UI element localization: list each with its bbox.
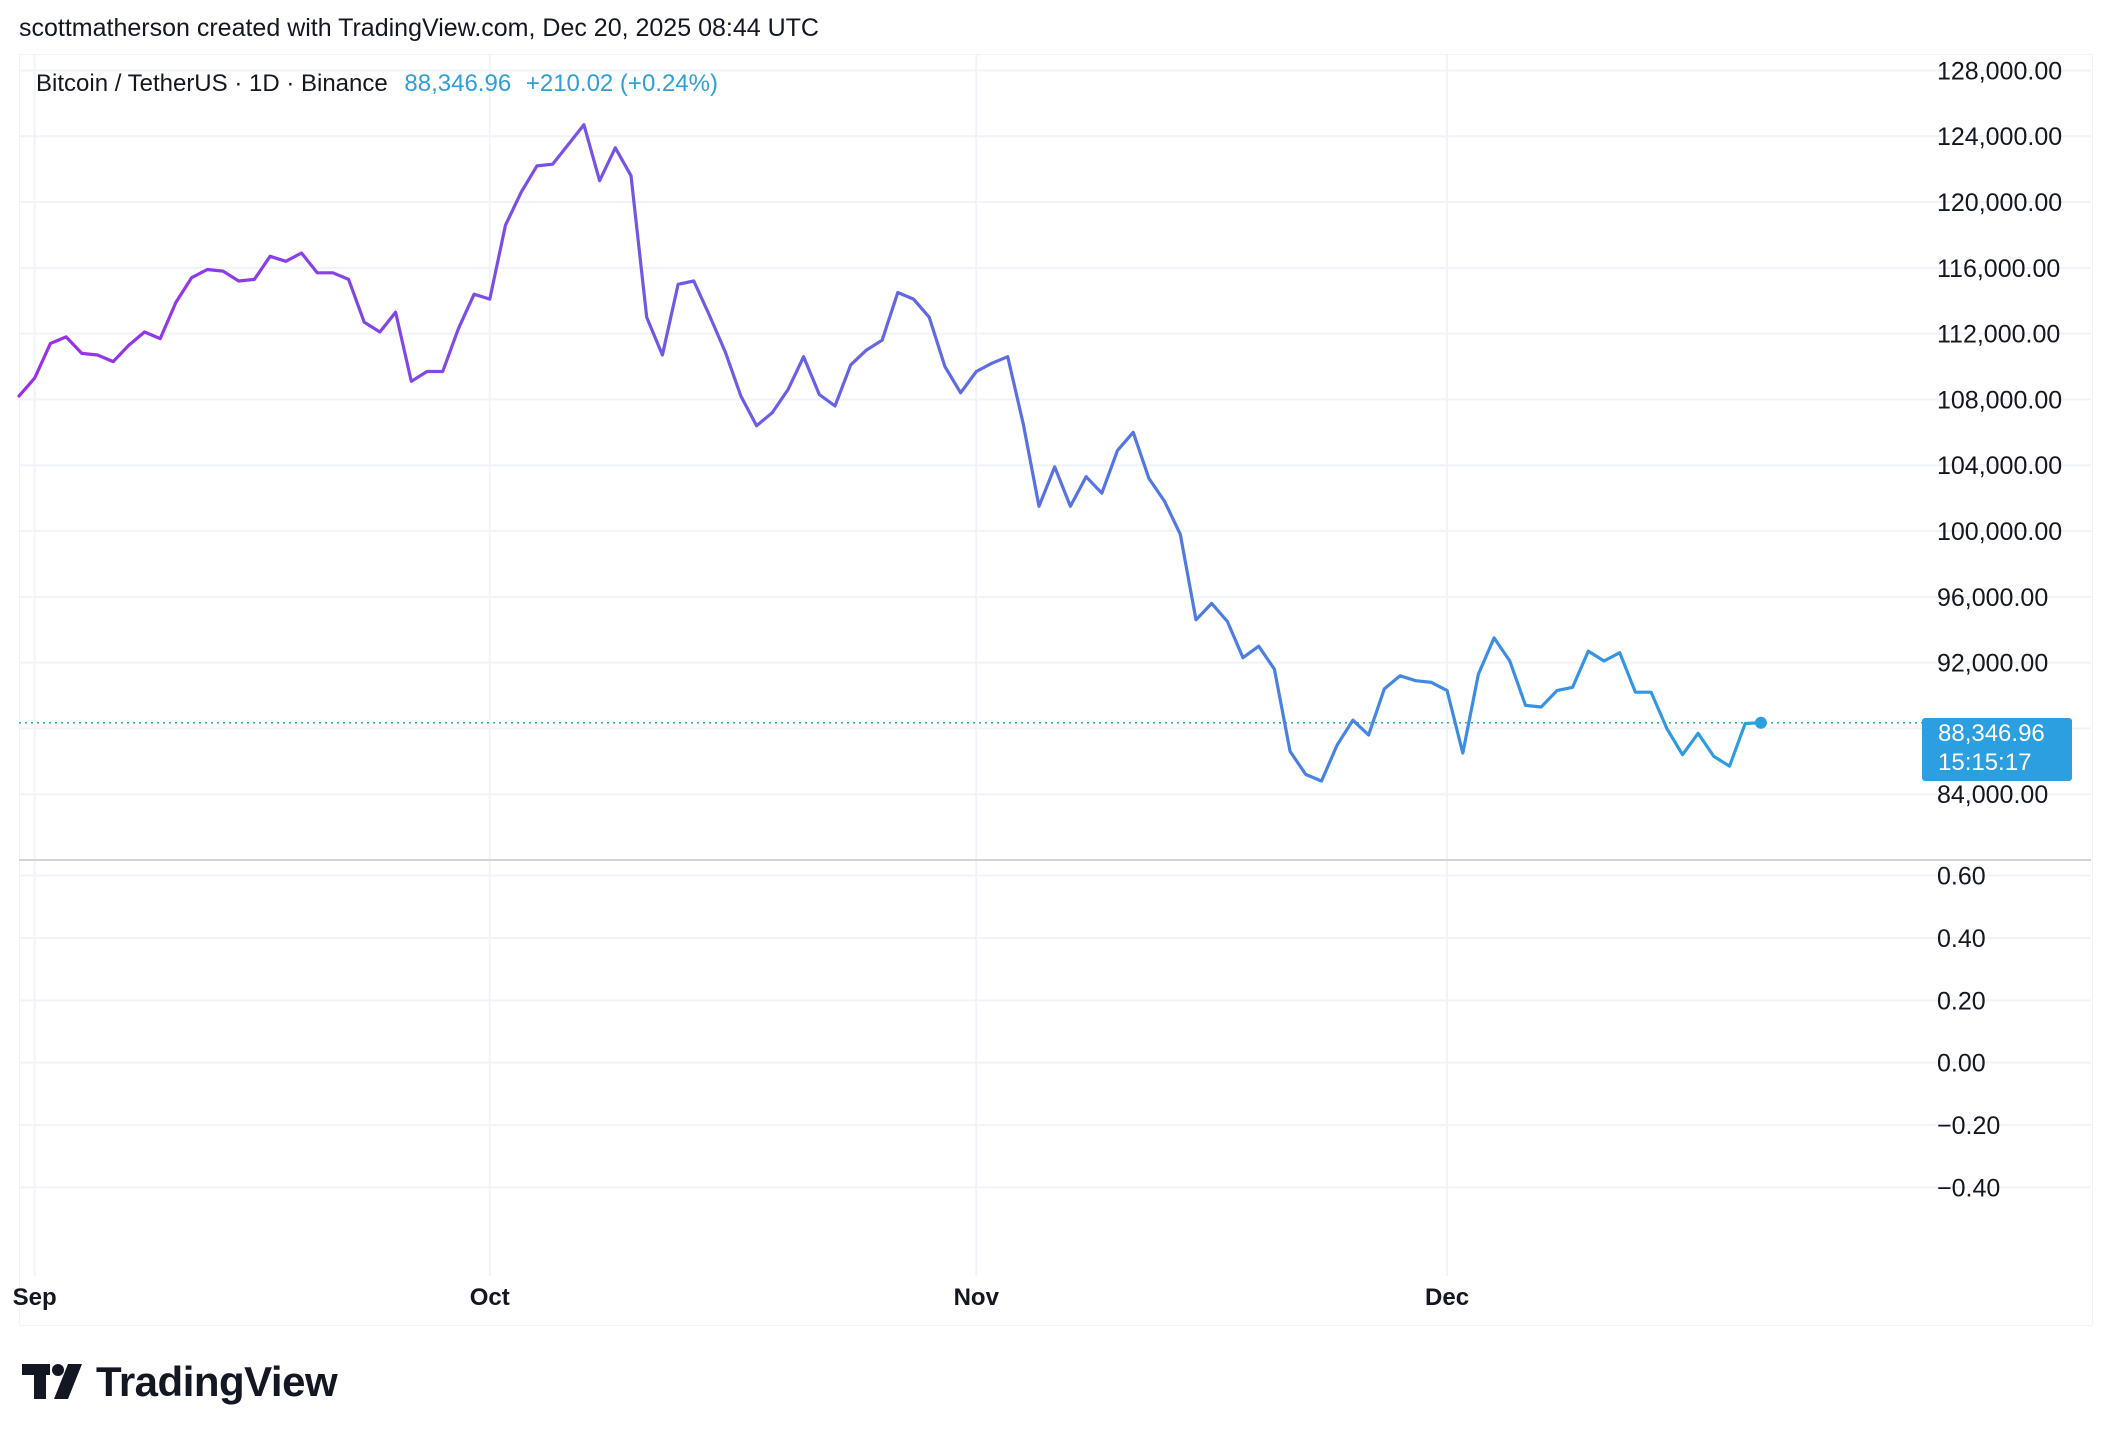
last-point-marker xyxy=(1754,716,1767,729)
last-price-tag-price: 88,346.96 xyxy=(1938,720,2045,747)
chart-attribution: scottmatherson created with TradingView.… xyxy=(19,14,819,42)
time-axis-label: Sep xyxy=(13,1284,57,1311)
chart-frame xyxy=(19,54,2093,1326)
price-axis-label: 116,000.00 xyxy=(1937,255,2060,283)
osc-axis-label: 0.20 xyxy=(1937,987,1986,1015)
price-axis-label: 124,000.00 xyxy=(1937,123,2062,151)
tradingview-logo[interactable]: TradingView xyxy=(22,1358,338,1406)
price-series xyxy=(17,123,1763,783)
price-axis-label: 112,000.00 xyxy=(1937,321,2060,349)
price-axis-label: 128,000.00 xyxy=(1937,57,2062,85)
price-line xyxy=(17,123,1763,783)
grid-lines xyxy=(19,54,2091,1276)
price-axis-label: 120,000.00 xyxy=(1937,189,2062,217)
price-axis-label: 108,000.00 xyxy=(1937,386,2062,414)
symbol-title[interactable]: Bitcoin / TetherUS · 1D · Binance xyxy=(36,70,388,97)
time-axis-label: Dec xyxy=(1425,1284,1469,1311)
time-axis-label: Nov xyxy=(954,1284,1000,1311)
osc-axis-label: −0.40 xyxy=(1937,1174,2000,1202)
time-axis-label: Oct xyxy=(470,1284,510,1311)
tradingview-logo-icon xyxy=(22,1364,82,1399)
legend-change: +210.02 (+0.24%) xyxy=(525,70,718,97)
price-axis-label: 92,000.00 xyxy=(1937,650,2048,678)
price-axis-label: 84,000.00 xyxy=(1937,781,2048,809)
chart-canvas[interactable]: 84,000.00 92,000.00 96,000.00 100,000.00 104… xyxy=(0,0,2108,1340)
price-axis-label: 100,000.00 xyxy=(1937,518,2062,546)
osc-axis-label: 0.40 xyxy=(1937,925,1986,953)
osc-axis-label: 0.00 xyxy=(1937,1050,1986,1078)
osc-axis-label: 0.60 xyxy=(1937,863,1986,891)
symbol-legend: Bitcoin / TetherUS · 1D · Binance 88,346… xyxy=(36,70,718,98)
price-axis-label: 96,000.00 xyxy=(1937,584,2048,612)
last-price-tag: 88,346.96 15:15:17 xyxy=(1922,718,2072,781)
last-price-tag-countdown: 15:15:17 xyxy=(1938,749,2031,776)
markers xyxy=(1754,716,1767,729)
osc-axis-label: −0.20 xyxy=(1937,1112,2000,1140)
tradingview-logo-text: TradingView xyxy=(96,1358,338,1405)
axes: 84,000.00 92,000.00 96,000.00 100,000.00 104… xyxy=(13,57,2062,1311)
price-axis-label: 104,000.00 xyxy=(1937,452,2062,480)
legend-last-price: 88,346.96 xyxy=(404,70,512,97)
last-price-tag-bg xyxy=(1922,718,2072,781)
